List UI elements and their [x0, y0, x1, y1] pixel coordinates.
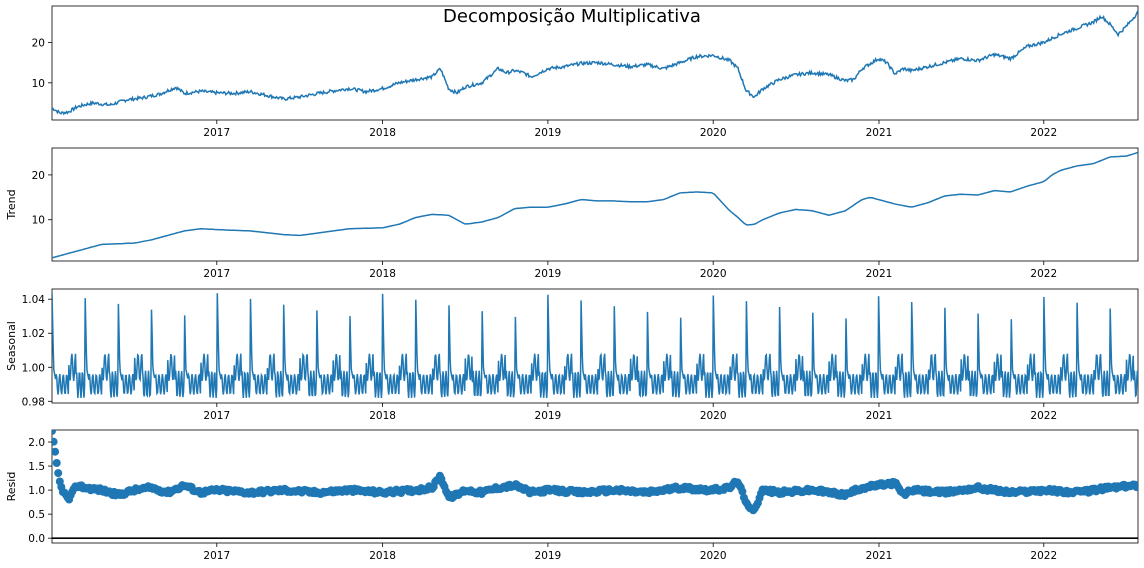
trend-panel: 2017 2018 2019 2020 2021 2022 10 20 Trend — [5, 147, 1139, 280]
x-tick-label: 2021 — [866, 550, 893, 562]
y-tick-label: 1.02 — [22, 328, 45, 340]
seasonal-panel: 2017 2018 2019 2020 2021 2022 0.98 1.00 1.02 1.04… — [5, 288, 1139, 422]
resid-point — [52, 447, 60, 456]
x-tick-label: 2020 — [700, 550, 727, 562]
observed-line — [52, 10, 1138, 116]
y-tick-label: 1.04 — [22, 294, 46, 306]
x-tick-label: 2017 — [203, 127, 230, 139]
observed-panel: 2017 2018 2019 2020 2021 2022 10 20 — [32, 5, 1139, 139]
resid-point — [52, 459, 61, 467]
axes-frame — [51, 5, 1139, 121]
y-tick-label: 10 — [32, 78, 45, 90]
resid-point — [54, 469, 63, 478]
y-tick-label: 1.00 — [22, 362, 45, 374]
seasonal-line — [52, 292, 1138, 398]
x-tick-label: 2019 — [535, 127, 562, 139]
x-tick-label: 2022 — [1030, 268, 1057, 280]
axes-frame — [51, 288, 1139, 404]
x-tick-label: 2020 — [700, 127, 727, 139]
x-tick-label: 2018 — [369, 127, 396, 139]
x-tick-label: 2022 — [1030, 127, 1057, 139]
resid-points — [52, 430, 1138, 515]
x-tick-label: 2021 — [866, 268, 893, 280]
x-tick-label: 2018 — [369, 550, 396, 562]
y-tick-label: 20 — [32, 37, 45, 49]
trend-line — [52, 151, 1138, 259]
y-tick-label: 0.5 — [28, 509, 45, 521]
resid-point — [52, 430, 56, 435]
x-tick-label: 2019 — [535, 410, 562, 422]
resid-point — [738, 487, 747, 496]
x-tick-label: 2019 — [535, 268, 562, 280]
resid-point — [52, 437, 58, 446]
x-tick-label: 2017 — [203, 268, 230, 280]
x-tick-label: 2021 — [866, 410, 893, 422]
resid-point — [1134, 483, 1138, 492]
axes-frame — [51, 147, 1139, 262]
x-tick-label: 2017 — [203, 550, 230, 562]
y-tick-label: 0.0 — [28, 533, 45, 545]
x-tick-label: 2020 — [700, 268, 727, 280]
y-axis-label: Seasonal — [5, 321, 18, 371]
x-tick-label: 2019 — [535, 550, 562, 562]
x-tick-label: 2022 — [1030, 410, 1057, 422]
y-tick-label: 20 — [32, 170, 45, 182]
x-tick-label: 2018 — [369, 268, 396, 280]
x-tick-label: 2018 — [369, 410, 396, 422]
y-axis-label: Trend — [5, 189, 18, 220]
x-tick-label: 2022 — [1030, 550, 1057, 562]
y-tick-label: 0.98 — [22, 396, 45, 408]
y-tick-label: 1.5 — [28, 461, 45, 473]
resid-panel: 2017 2018 2019 2020 2021 2022 0.0 0.5 1.0 1.5 2.0 R… — [5, 429, 1139, 562]
y-tick-label: 1.0 — [28, 485, 45, 497]
y-tick-label: 2.0 — [28, 437, 45, 449]
figure-title: Decomposição Multiplicativa — [443, 6, 701, 27]
x-tick-label: 2021 — [866, 127, 893, 139]
y-tick-label: 10 — [32, 215, 45, 227]
x-tick-label: 2017 — [203, 410, 230, 422]
y-axis-label: Resid — [5, 472, 18, 502]
x-tick-label: 2020 — [700, 410, 727, 422]
